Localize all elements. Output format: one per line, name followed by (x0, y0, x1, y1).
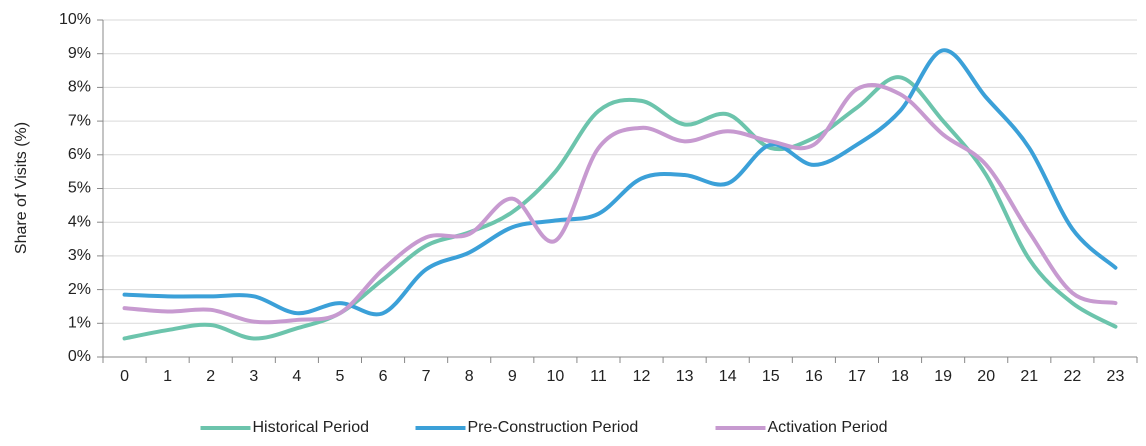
x-tick-label: 2 (206, 368, 215, 385)
x-tick-label: 0 (120, 368, 129, 385)
series-line (122, 48, 1118, 317)
x-tick-label: 6 (379, 368, 388, 385)
x-tick-label: 3 (249, 368, 258, 385)
y-axis-label: Share of Visits (%) (13, 122, 30, 254)
x-tick-label: 18 (891, 368, 909, 385)
y-tick-label: 10% (59, 11, 91, 28)
y-tick-label: 0% (68, 348, 91, 365)
y-tick-label: 1% (68, 315, 91, 332)
x-tick-label: 21 (1020, 368, 1038, 385)
x-tick-label: 4 (292, 368, 301, 385)
series-line (122, 82, 1118, 325)
x-tick-label: 15 (762, 368, 780, 385)
x-tick-label: 7 (422, 368, 431, 385)
series-line (122, 75, 1118, 341)
x-tick-label: 23 (1107, 368, 1125, 385)
y-tick-label: 6% (68, 146, 91, 163)
x-tick-label: 13 (676, 368, 694, 385)
y-tick-label: 8% (68, 79, 91, 96)
legend-label: Historical Period (253, 419, 369, 436)
x-tick-label: 11 (590, 368, 607, 385)
y-tick-label: 9% (68, 45, 91, 62)
legend-label: Pre-Construction Period (468, 419, 639, 436)
x-tick-label: 1 (163, 368, 172, 385)
x-tick-label: 16 (805, 368, 823, 385)
x-tick-label: 20 (977, 368, 995, 385)
x-tick-label: 10 (546, 368, 564, 385)
y-tick-label: 7% (68, 112, 91, 129)
x-tick-label: 14 (719, 368, 737, 385)
y-tick-label: 2% (68, 281, 91, 298)
x-tick-label: 17 (848, 368, 866, 385)
legend-label: Activation Period (768, 419, 888, 436)
x-tick-label: 22 (1063, 368, 1081, 385)
x-tick-label: 9 (508, 368, 517, 385)
x-tick-label: 19 (934, 368, 952, 385)
y-tick-label: 5% (68, 180, 91, 197)
x-tick-label: 5 (336, 368, 345, 385)
x-tick-label: 12 (633, 368, 651, 385)
x-tick-label: 8 (465, 368, 474, 385)
y-tick-label: 3% (68, 247, 91, 264)
y-tick-label: 4% (68, 213, 91, 230)
